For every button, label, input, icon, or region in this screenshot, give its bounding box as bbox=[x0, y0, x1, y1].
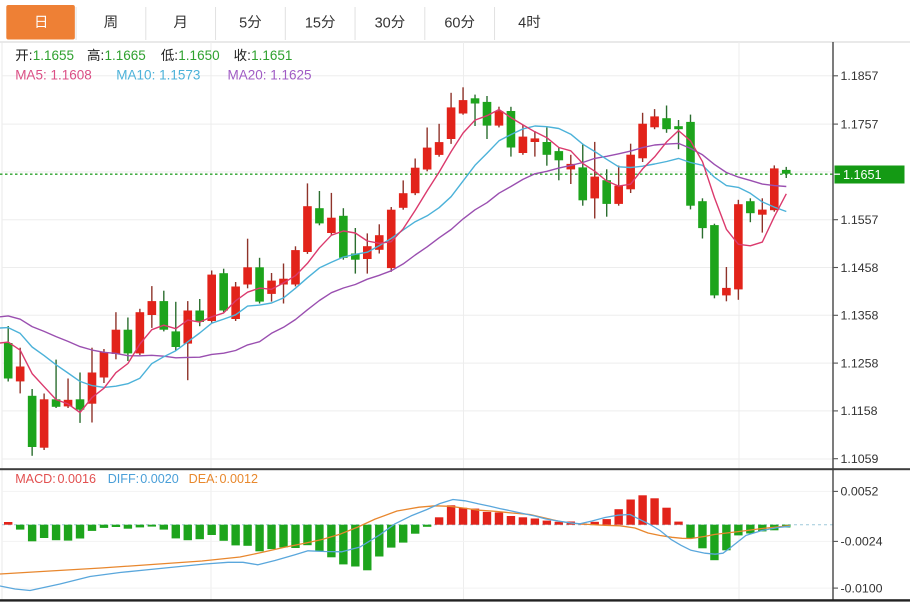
svg-text:1.1655: 1.1655 bbox=[33, 48, 74, 63]
svg-text:0.0020: 0.0020 bbox=[140, 472, 179, 486]
svg-text:1.1650: 1.1650 bbox=[178, 48, 219, 63]
svg-text:1.1665: 1.1665 bbox=[105, 48, 146, 63]
svg-text::: : bbox=[101, 48, 105, 63]
svg-text:MA10: 1.1573: MA10: 1.1573 bbox=[116, 67, 200, 82]
svg-text:DEA:: DEA: bbox=[189, 472, 218, 486]
svg-text:1.1651: 1.1651 bbox=[251, 48, 292, 63]
svg-text:1.1158: 1.1158 bbox=[841, 404, 878, 418]
svg-text:1.1757: 1.1757 bbox=[841, 117, 879, 131]
svg-text:1.1857: 1.1857 bbox=[841, 69, 879, 83]
svg-text:60: 60 bbox=[444, 16, 460, 32]
svg-text:-0.0100: -0.0100 bbox=[841, 581, 883, 595]
svg-text:1.1258: 1.1258 bbox=[841, 356, 879, 370]
svg-text:5: 5 bbox=[239, 16, 247, 32]
svg-text:1.1358: 1.1358 bbox=[841, 309, 879, 323]
svg-text:0.0012: 0.0012 bbox=[220, 472, 259, 486]
svg-text:4: 4 bbox=[518, 16, 526, 32]
svg-text:-0.0024: -0.0024 bbox=[841, 535, 883, 549]
svg-text:MA20: 1.1625: MA20: 1.1625 bbox=[228, 67, 312, 82]
svg-text:0.0052: 0.0052 bbox=[841, 485, 879, 499]
svg-text:MA5: 1.1608: MA5: 1.1608 bbox=[15, 67, 92, 82]
svg-text::: : bbox=[174, 48, 178, 63]
svg-text:0.0016: 0.0016 bbox=[58, 472, 97, 486]
svg-text:1.1557: 1.1557 bbox=[841, 213, 879, 227]
svg-text:1.1458: 1.1458 bbox=[841, 261, 879, 275]
svg-text:MACD:: MACD: bbox=[15, 472, 56, 486]
svg-text:1.1059: 1.1059 bbox=[841, 452, 879, 466]
svg-text:15: 15 bbox=[305, 16, 321, 32]
svg-text:DIFF:: DIFF: bbox=[108, 472, 139, 486]
svg-text::: : bbox=[247, 48, 251, 63]
svg-text:30: 30 bbox=[375, 16, 391, 32]
svg-text:1.1651: 1.1651 bbox=[843, 168, 882, 182]
svg-text::: : bbox=[29, 48, 33, 63]
